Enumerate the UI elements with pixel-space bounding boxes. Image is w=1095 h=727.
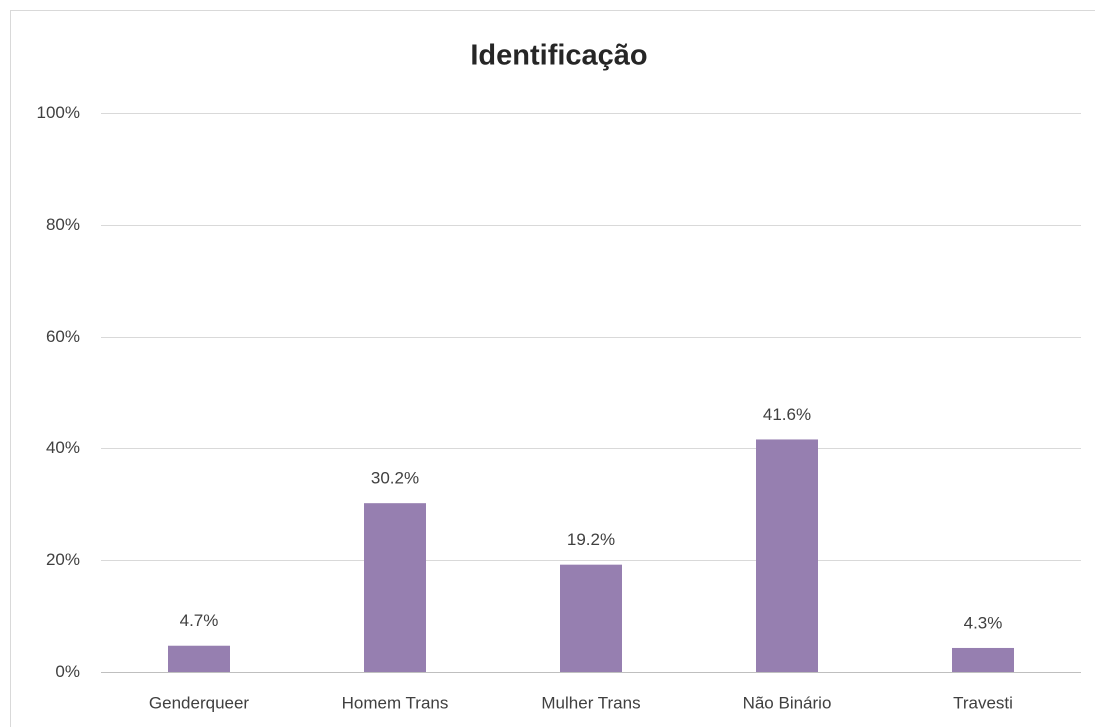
data-label: 41.6% — [763, 405, 811, 424]
bar — [168, 645, 230, 672]
chart-title: Identificação — [470, 40, 647, 72]
data-label: 19.2% — [567, 530, 615, 549]
y-tick-label: 60% — [46, 327, 80, 346]
chart-border — [10, 10, 1095, 727]
bar — [560, 564, 622, 672]
bar — [364, 503, 426, 672]
x-tick-label: Homem Trans — [342, 693, 449, 712]
data-label: 4.7% — [180, 611, 219, 630]
x-tick-label: Não Binário — [743, 693, 832, 712]
bar — [756, 439, 818, 672]
y-tick-label: 100% — [37, 103, 80, 122]
x-tick-label: Mulher Trans — [541, 693, 640, 712]
x-tick-label: Genderqueer — [149, 693, 250, 712]
data-label: 4.3% — [964, 613, 1003, 632]
x-tick-label: Travesti — [953, 693, 1013, 712]
data-label: 30.2% — [371, 469, 419, 488]
y-tick-label: 40% — [46, 438, 80, 457]
y-tick-label: 0% — [55, 662, 80, 681]
y-tick-label: 20% — [46, 550, 80, 569]
y-tick-label: 80% — [46, 215, 80, 234]
bar — [952, 647, 1014, 672]
